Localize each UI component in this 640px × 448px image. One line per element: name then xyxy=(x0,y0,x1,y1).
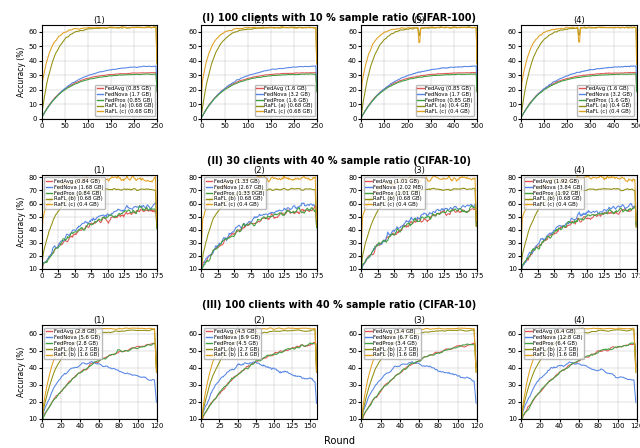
Title: (3): (3) xyxy=(413,316,425,325)
Legend: FedAvg (1.92 GB), FedNova (3.84 GB), FedProx (1.92 GB), RaFL (b) (0.68 GB), RaFL: FedAvg (1.92 GB), FedNova (3.84 GB), Fed… xyxy=(524,177,584,209)
Legend: FedAvg (1.33 GB), FedNova (2.67 GB), FedProx (1.33 0GB), RaFL (b) (0.68 GB), RaF: FedAvg (1.33 GB), FedNova (2.67 GB), Fed… xyxy=(204,177,266,209)
Title: (2): (2) xyxy=(253,16,265,25)
Legend: FedAvg (0.84 GB), FedNova (1.68 GB), FedProx (0.84 GB), RaFL (b) (0.68 GB), RaFL: FedAvg (0.84 GB), FedNova (1.68 GB), Fed… xyxy=(44,177,105,209)
Text: (III) 100 clients with 40 % sample ratio (CIFAR-10): (III) 100 clients with 40 % sample ratio… xyxy=(202,300,476,310)
Y-axis label: Accuracy (%): Accuracy (%) xyxy=(17,197,26,247)
Legend: FedAvg (3.4 GB), FedNova (6.7 GB), FedProx (3.4 GB), RaFL (b) (2.7 GB), RaFL (b): FedAvg (3.4 GB), FedNova (6.7 GB), FedPr… xyxy=(364,327,421,359)
Title: (1): (1) xyxy=(93,16,106,25)
Legend: FedAvg (2.8 GB), FedNova (5.6 GB), FedProx (2.8 GB), RaFL (b) (2.7 GB), RaFL (b): FedAvg (2.8 GB), FedNova (5.6 GB), FedPr… xyxy=(44,327,102,359)
Title: (4): (4) xyxy=(573,166,585,175)
Legend: FedAvg (4.5 GB), FedNova (8.9 GB), FedProx (4.5 GB), RaFL (b) (2.7 GB), RaFL (b): FedAvg (4.5 GB), FedNova (8.9 GB), FedPr… xyxy=(204,327,261,359)
Title: (2): (2) xyxy=(253,166,265,175)
Legend: FedAvg (1.01 GB), FedNova (2.02 MB), FedProx (1.01 GB), RaFL (b) (0.68 GB), RaFL: FedAvg (1.01 GB), FedNova (2.02 MB), Fed… xyxy=(364,177,425,209)
Title: (1): (1) xyxy=(93,166,106,175)
Title: (1): (1) xyxy=(93,316,106,325)
Y-axis label: Accuracy (%): Accuracy (%) xyxy=(17,347,26,397)
Legend: FedAvg (0.85 GB), FedNova (1.7 GB), FedProx (0.85 GB), RaFL (a) (0.4 GB), RaFL (: FedAvg (0.85 GB), FedNova (1.7 GB), FedP… xyxy=(416,85,474,116)
Legend: FedAvg (6.4 GB), FedNova (12.8 GB), FedProx (6.4 GB), RaFL (b) (2.7 GB), RaFL (b: FedAvg (6.4 GB), FedNova (12.8 GB), FedP… xyxy=(524,327,584,359)
Legend: FedAvg (0.85 GB), FedNova (1.7 GB), FedProx (0.85 GB), RaFL (a) (0.68 GB), RaFL : FedAvg (0.85 GB), FedNova (1.7 GB), FedP… xyxy=(95,85,155,116)
Legend: FedAvg (1.6 GB), FedNova (3.2 GB), FedProx (1.6 GB), RaFL (a) (0.68 GB), RaFL (c: FedAvg (1.6 GB), FedNova (3.2 GB), FedPr… xyxy=(255,85,314,116)
Text: Round: Round xyxy=(324,436,355,446)
Title: (4): (4) xyxy=(573,16,585,25)
Title: (2): (2) xyxy=(253,316,265,325)
Text: (II) 30 clients with 40 % sample ratio (CIFAR-10): (II) 30 clients with 40 % sample ratio (… xyxy=(207,156,471,166)
Legend: FedAvg (1.6 GB), FedNova (3.2 GB), FedProx (1.6 GB), RaFL (a) (0.4 GB), RaFL (c): FedAvg (1.6 GB), FedNova (3.2 GB), FedPr… xyxy=(577,85,634,116)
Title: (4): (4) xyxy=(573,316,585,325)
Text: (I) 100 clients with 10 % sample ratio (CIFAR-100): (I) 100 clients with 10 % sample ratio (… xyxy=(202,13,476,22)
Title: (3): (3) xyxy=(413,166,425,175)
Title: (3): (3) xyxy=(413,16,425,25)
Y-axis label: Accuracy (%): Accuracy (%) xyxy=(17,47,26,97)
